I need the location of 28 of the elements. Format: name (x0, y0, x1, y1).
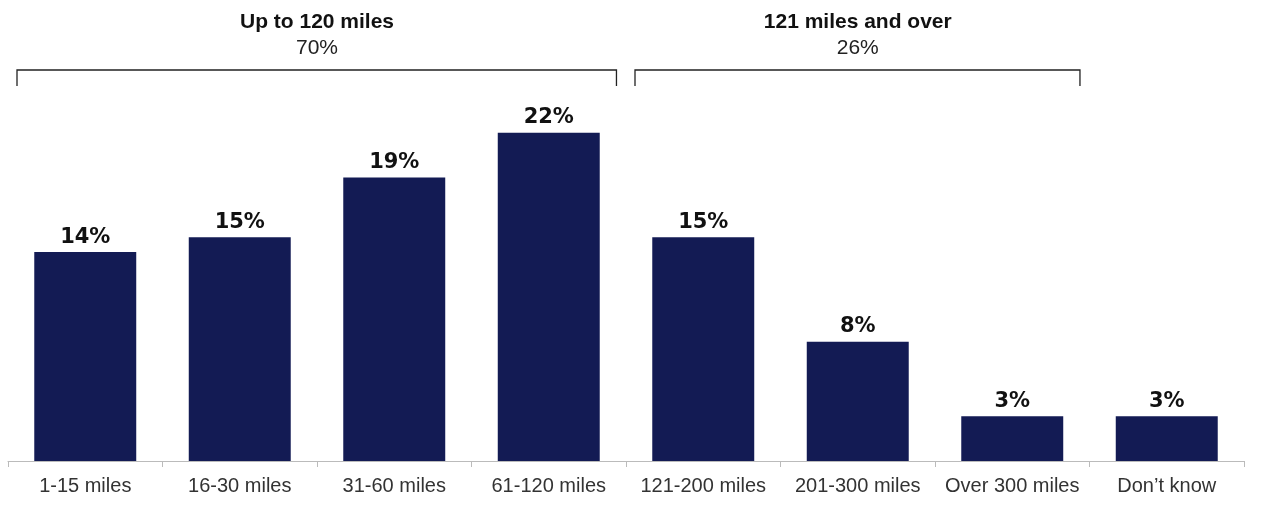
data-label: 8% (839, 313, 876, 338)
data-label: 22% (523, 104, 574, 129)
x-tick-label: Don’t know (1117, 474, 1217, 496)
bar (961, 416, 1064, 461)
x-tick-label: 121-200 miles (640, 474, 767, 496)
data-label: 19% (369, 149, 420, 174)
x-tick-label: 61-120 miles (491, 474, 607, 496)
bar (652, 237, 755, 461)
x-tick-label: 16-30 miles (188, 474, 292, 496)
x-tick-label: 1-15 miles (39, 474, 132, 496)
x-tick-label: Over 300 miles (945, 474, 1080, 496)
data-label: 14% (60, 223, 111, 248)
bar (497, 132, 600, 461)
data-label: 15% (678, 208, 729, 233)
text: Up to 120 miles (239, 8, 395, 34)
data-label: 3% (994, 387, 1031, 412)
x-tick-label: 31-60 miles (342, 474, 446, 496)
data-label: 3% (1148, 387, 1185, 412)
bar (343, 177, 446, 461)
text: 121 miles and over (763, 8, 952, 34)
bar (806, 341, 909, 461)
text: 26% (836, 35, 879, 58)
text: 70% (295, 35, 339, 58)
bar (1115, 416, 1218, 461)
bar (34, 252, 137, 461)
data-label: 15% (214, 208, 265, 233)
x-tick-label: 201-300 miles (794, 474, 921, 496)
bar (188, 237, 291, 461)
